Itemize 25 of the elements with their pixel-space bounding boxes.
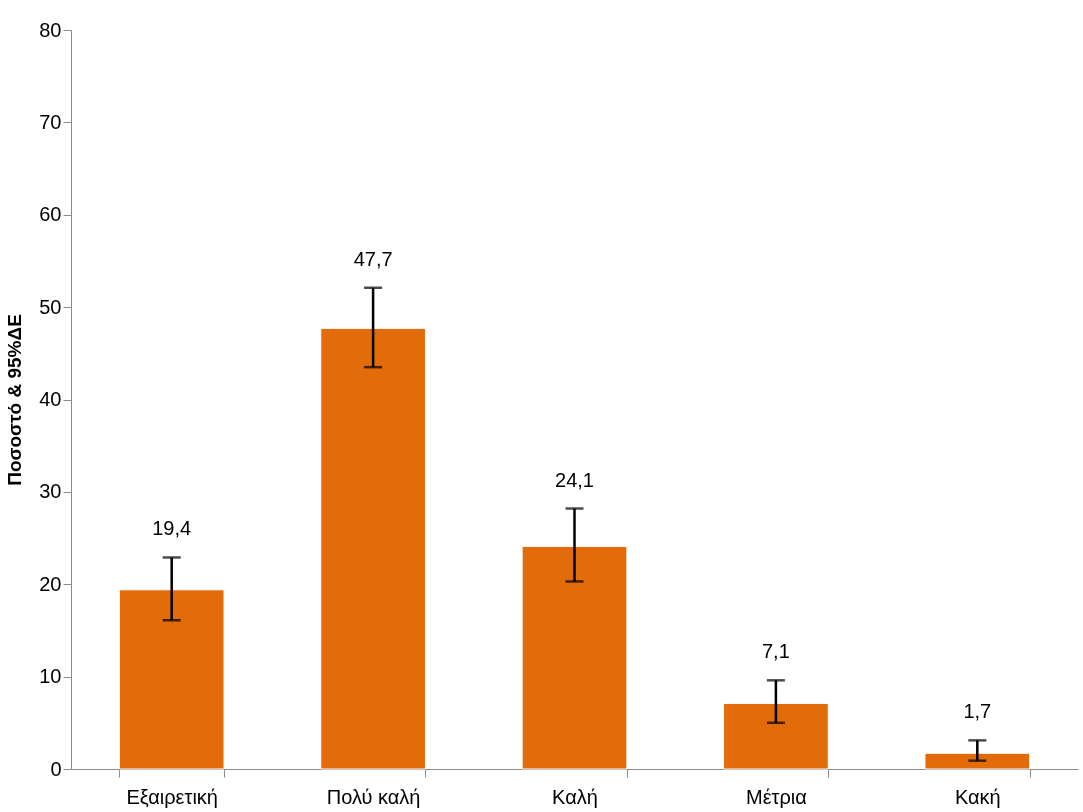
bar [723,702,829,770]
data-label: 24,1 [555,468,594,491]
y-tick-label: 70 [39,110,62,133]
bar [320,327,426,770]
data-label: 7,1 [761,640,790,663]
y-tick-label: 40 [39,388,62,410]
y-tick-label: 60 [39,203,62,226]
y-tick-label: 10 [39,665,62,688]
x-tick-label: Καλή [552,785,598,808]
y-tick-label: 0 [50,757,62,780]
bar [924,752,1031,770]
x-tick-label: Κακή [954,785,1001,808]
y-tick-label: 50 [39,295,62,318]
y-axis-title: Ποσοστό & 95%ΔΕ [4,314,26,486]
x-tick-label: Πολύ καλή [326,785,421,808]
y-tick-label: 30 [39,480,62,503]
x-tick-label: Εξαιρετική [126,785,218,808]
x-tick-label: Μέτρια [745,785,807,808]
data-label: 1,7 [963,700,992,723]
bar [521,545,628,770]
y-tick-label: 80 [39,18,62,41]
data-label: 47,7 [353,247,393,270]
y-tick-label: 20 [39,572,62,595]
bar [118,589,225,770]
data-label: 19,4 [152,517,192,540]
